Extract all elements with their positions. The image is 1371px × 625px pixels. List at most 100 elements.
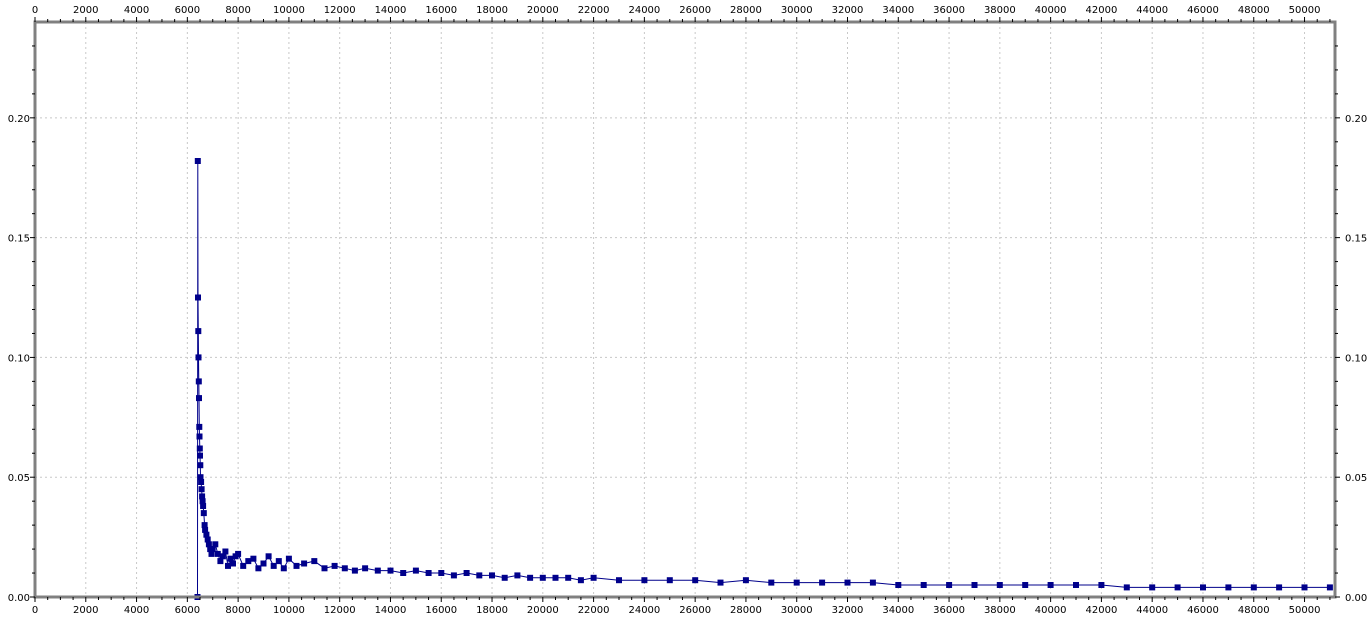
data-point: [920, 582, 927, 588]
data-point: [275, 558, 282, 565]
data-point: [198, 479, 205, 485]
data-point: [819, 579, 826, 586]
x-tick-label-top: 38000: [984, 5, 1016, 16]
data-point: [489, 572, 495, 579]
x-tick-label-top: 10000: [273, 5, 305, 16]
data-point: [285, 555, 292, 562]
x-tick-label-top: 4000: [124, 5, 149, 16]
data-point: [577, 577, 584, 584]
data-point: [616, 577, 622, 584]
x-tick-label-bottom: 30000: [781, 605, 813, 616]
data-point: [565, 574, 572, 581]
data-point: [351, 567, 358, 574]
data-point: [260, 560, 267, 567]
x-tick-label-top: 2000: [73, 5, 98, 16]
x-tick-label-bottom: 32000: [832, 605, 864, 616]
data-point: [1123, 584, 1130, 591]
x-tick-label-bottom: 8000: [225, 605, 250, 616]
data-point: [476, 572, 483, 579]
x-tick-label-bottom: 4000: [124, 605, 149, 616]
data-point: [197, 452, 203, 459]
data-point: [225, 562, 231, 569]
x-tick-label-bottom: 12000: [324, 605, 356, 616]
data-point: [197, 462, 204, 469]
data-point: [1174, 584, 1181, 591]
y-tick-label-left: 0.10: [8, 353, 30, 364]
x-tick-label-bottom: 36000: [933, 605, 965, 616]
x-tick-label-bottom: 16000: [425, 605, 457, 616]
x-tick-label-top: 8000: [225, 5, 250, 16]
data-point: [425, 570, 432, 576]
x-tick-label-bottom: 50000: [1289, 605, 1321, 616]
series-line: [197, 160, 1330, 598]
x-tick-label-bottom: 34000: [882, 605, 914, 616]
data-point: [202, 526, 209, 533]
x-tick-label-top: 14000: [375, 5, 407, 16]
data-point: [341, 565, 348, 572]
data-point: [209, 546, 216, 553]
x-tick-label-bottom: 6000: [175, 605, 200, 616]
x-tick-label-bottom: 10000: [273, 605, 305, 616]
data-point: [196, 423, 203, 430]
data-point: [199, 498, 206, 505]
data-point: [311, 558, 318, 565]
data-point: [222, 548, 229, 555]
x-tick-label-bottom: 42000: [1086, 605, 1118, 616]
x-tick-label-bottom: 28000: [730, 605, 762, 616]
data-layer: [194, 158, 1333, 600]
data-point: [1250, 584, 1257, 591]
x-tick-label-bottom: 2000: [73, 605, 98, 616]
data-point: [200, 503, 207, 509]
data-point: [331, 562, 338, 569]
data-point: [438, 570, 445, 576]
x-tick-label-bottom: 44000: [1136, 605, 1168, 616]
y-tick-label-right: 0.10: [1345, 353, 1367, 364]
data-point: [717, 579, 724, 586]
data-point: [1098, 582, 1105, 588]
x-tick-label-top: 46000: [1187, 5, 1219, 16]
plot-frame: [33, 20, 1337, 599]
data-point: [1073, 582, 1079, 588]
data-point: [590, 574, 597, 581]
data-point: [227, 555, 234, 562]
axis-layer: [30, 17, 1340, 602]
x-tick-label-bottom: 40000: [1035, 605, 1067, 616]
y-tick-label-right: 0.20: [1345, 114, 1367, 125]
data-point: [527, 574, 534, 581]
x-tick-label-top: 34000: [882, 5, 914, 16]
data-point: [514, 572, 521, 579]
data-point: [768, 579, 775, 586]
label-layer: 0 0 2000 2000 4000 4000 6000 6000 8000 8000 10000 1…: [8, 5, 1368, 616]
x-tick-label-bottom: 20000: [527, 605, 559, 616]
x-tick-label-bottom: 18000: [476, 605, 508, 616]
x-tick-label-top: 42000: [1086, 5, 1118, 16]
x-tick-label-top: 30000: [781, 5, 813, 16]
data-point: [199, 493, 206, 500]
data-point: [641, 577, 648, 584]
data-point: [463, 570, 470, 576]
x-tick-label-top: 50000: [1289, 5, 1321, 16]
data-point: [200, 510, 207, 517]
x-tick-label-top: 12000: [324, 5, 356, 16]
y-tick-label-left: 0.20: [8, 114, 30, 125]
x-tick-label-top: 22000: [578, 5, 610, 16]
x-tick-label-top: 26000: [679, 5, 711, 16]
data-point: [1301, 584, 1308, 591]
data-point: [946, 582, 953, 588]
data-point: [387, 567, 394, 574]
data-point: [1022, 582, 1029, 588]
data-point: [301, 560, 308, 567]
y-tick-label-left: 0.05: [8, 473, 30, 484]
data-point: [196, 433, 203, 440]
data-point: [869, 579, 876, 586]
data-point: [692, 577, 699, 584]
data-point: [400, 570, 407, 576]
data-point: [195, 378, 202, 385]
x-tick-label-top: 0: [32, 5, 38, 16]
x-tick-label-bottom: 46000: [1187, 605, 1219, 616]
x-tick-label-top: 6000: [175, 5, 200, 16]
data-point: [321, 565, 328, 572]
x-tick-label-top: 48000: [1238, 5, 1270, 16]
data-point: [208, 550, 215, 557]
